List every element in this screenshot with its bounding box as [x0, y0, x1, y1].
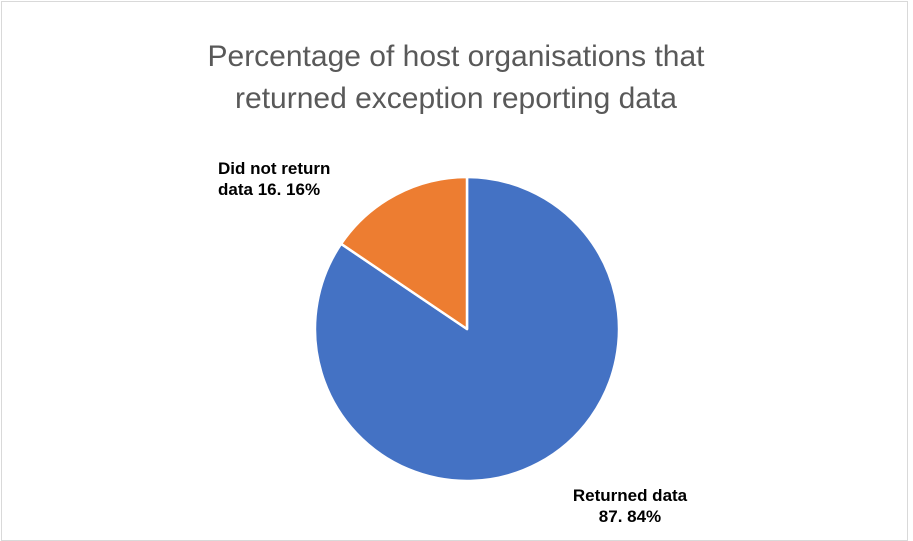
- category-label: Returned data: [572, 486, 688, 505]
- category-label: Did not return data: [218, 159, 331, 199]
- slice-label: Returned data 87. 84%: [555, 485, 705, 527]
- slice-label: Did not return data 16. 16%: [218, 158, 368, 200]
- chart-title: Percentage of host organisations that re…: [207, 40, 705, 115]
- value-label: 16. 16%: [257, 180, 321, 199]
- pie-slice: [339, 175, 469, 331]
- value-label: 87. 84%: [598, 507, 662, 526]
